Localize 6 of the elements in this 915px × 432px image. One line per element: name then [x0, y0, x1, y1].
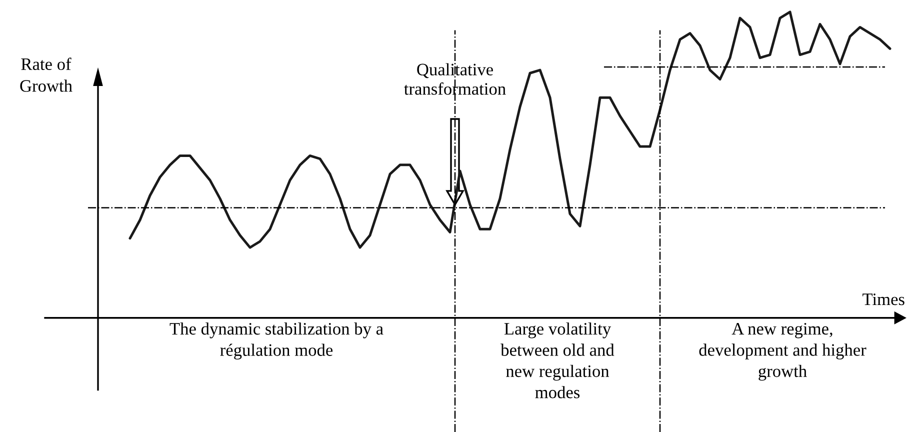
text: The dynamic stabilization by a régulation mode: [170, 322, 384, 360]
annotation: Qualitative transformation: [404, 63, 506, 95]
x-axis-title: Times: [862, 294, 904, 306]
y-axis-title: Rate of Growth: [20, 58, 72, 92]
text: A new regime, development and higher growth: [699, 322, 866, 381]
text: Large volatility between old and new regulation modes: [500, 322, 614, 398]
